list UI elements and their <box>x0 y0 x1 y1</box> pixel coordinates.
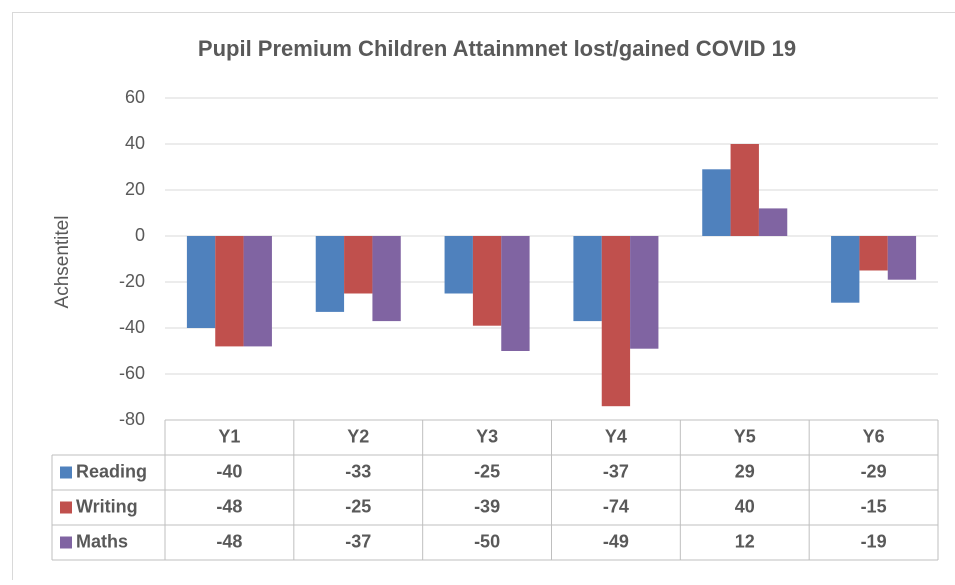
legend-swatch <box>60 467 72 479</box>
bar <box>344 236 372 294</box>
table-value: -74 <box>603 496 629 516</box>
x-tick-label: Y5 <box>734 426 756 446</box>
y-tick-label: 60 <box>125 87 145 107</box>
y-axis-title: Achsentitel <box>52 216 73 309</box>
bar <box>759 208 787 236</box>
table-value: -37 <box>345 531 371 551</box>
legend-label: Maths <box>76 531 128 551</box>
bar <box>187 236 215 328</box>
table-value: -25 <box>345 496 371 516</box>
table-value: -19 <box>861 531 887 551</box>
bar <box>244 236 272 346</box>
table-value: -29 <box>861 461 887 481</box>
y-tick-label: -80 <box>119 409 145 429</box>
bar <box>731 144 759 236</box>
bar <box>445 236 473 294</box>
legend-label: Writing <box>76 496 138 516</box>
bar <box>630 236 658 349</box>
y-tick-label: -40 <box>119 317 145 337</box>
table-value: -37 <box>603 461 629 481</box>
y-tick-label: -60 <box>119 363 145 383</box>
bar <box>501 236 529 351</box>
bar <box>316 236 344 312</box>
bar <box>888 236 916 280</box>
table-value: -48 <box>216 531 242 551</box>
bar <box>215 236 243 346</box>
legend-swatch <box>60 502 72 514</box>
table-value: 29 <box>735 461 755 481</box>
bar <box>573 236 601 321</box>
x-tick-label: Y2 <box>347 426 369 446</box>
x-tick-label: Y3 <box>476 426 498 446</box>
bar <box>602 236 630 406</box>
y-tick-label: 40 <box>125 133 145 153</box>
legend-label: Reading <box>76 461 147 481</box>
table-value: -39 <box>474 496 500 516</box>
x-tick-label: Y4 <box>605 426 627 446</box>
table-value: 12 <box>735 531 755 551</box>
bar <box>859 236 887 271</box>
table-value: -33 <box>345 461 371 481</box>
bar <box>473 236 501 326</box>
y-tick-label: 20 <box>125 179 145 199</box>
x-tick-label: Y6 <box>863 426 885 446</box>
table-value: -15 <box>861 496 887 516</box>
y-tick-label: -20 <box>119 271 145 291</box>
bar <box>831 236 859 303</box>
y-tick-label: 0 <box>135 225 145 245</box>
bar <box>372 236 400 321</box>
table-value: -50 <box>474 531 500 551</box>
table-value: -25 <box>474 461 500 481</box>
table-value: -48 <box>216 496 242 516</box>
x-tick-label: Y1 <box>218 426 240 446</box>
table-value: -49 <box>603 531 629 551</box>
chart-title: Pupil Premium Children Attainmnet lost/g… <box>198 36 796 61</box>
legend-swatch <box>60 537 72 549</box>
table-value: 40 <box>735 496 755 516</box>
table-value: -40 <box>216 461 242 481</box>
bar <box>702 169 730 236</box>
